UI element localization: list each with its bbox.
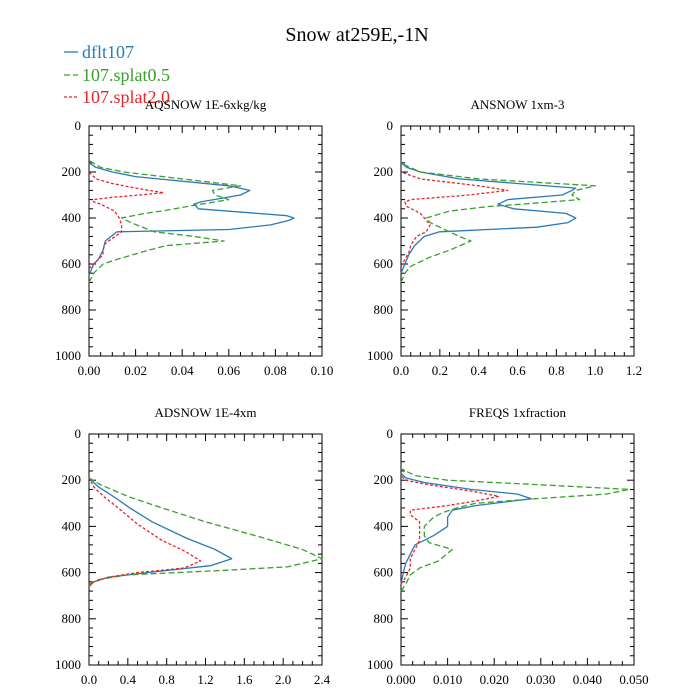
panel-title: FREQS 1xfraction <box>469 405 567 420</box>
x-tick-label: 1.0 <box>587 363 603 378</box>
panel-aqsnow: AQSNOW 1E-6xkg/kg 0.00 0.02 0.04 0.06 0.08 0.1… <box>55 97 333 378</box>
plot-frame <box>88 125 323 357</box>
legend-label: 107.splat0.5 <box>82 65 170 85</box>
legend-item-splat2-0: 107.splat2.0 <box>64 87 170 107</box>
series-line-107-splat2-0 <box>400 171 509 267</box>
panel-adsnow: ADSNOW 1E-4xm 0.0 0.4 0.8 1.2 1.6 2.0 2.4 0 200 40… <box>55 405 331 687</box>
y-tick-label: 1000 <box>55 657 81 672</box>
series-line-107-splat0-5 <box>88 159 242 283</box>
y-tick-label: 0 <box>75 118 82 133</box>
x-tick-label: 1.6 <box>236 672 253 687</box>
series-line-dflt107 <box>88 477 233 587</box>
y-tick-label: 0 <box>387 426 394 441</box>
x-tick-label: 0.8 <box>548 363 564 378</box>
x-tick-label: 0.04 <box>171 363 194 378</box>
plot-frame <box>400 125 635 357</box>
y-tick-label: 1000 <box>367 657 393 672</box>
series-line-107-splat2-0 <box>88 477 202 587</box>
x-tick-label: 2.0 <box>275 672 291 687</box>
y-tick-label: 800 <box>62 611 82 626</box>
y-tick-label: 400 <box>62 210 82 225</box>
x-tick-label: 0.6 <box>509 363 526 378</box>
legend-item-dflt107: dflt107 <box>64 42 134 62</box>
y-tick-label: 400 <box>374 210 394 225</box>
panel-title: AQSNOW 1E-6xkg/kg <box>145 97 267 112</box>
series-line-dflt107 <box>400 472 533 585</box>
y-tick-label: 200 <box>374 164 394 179</box>
panel-title: ADSNOW 1E-4xm <box>155 405 257 420</box>
y-tick-label: 600 <box>374 565 394 580</box>
y-tick-label: 400 <box>374 518 394 533</box>
x-tick-label: 0.2 <box>432 363 448 378</box>
y-tick-label: 200 <box>62 164 82 179</box>
y-tick-label: 1000 <box>55 348 81 363</box>
y-tick-label: 600 <box>62 256 82 271</box>
legend-label: 107.splat2.0 <box>82 87 170 107</box>
series-line-dflt107 <box>400 162 577 274</box>
series-line-107-splat0-5 <box>400 468 630 592</box>
plot-frame <box>88 433 323 666</box>
x-tick-label: 0.4 <box>120 672 137 687</box>
x-tick-label: 0.030 <box>526 672 555 687</box>
plot-frame <box>400 433 635 666</box>
figure-title: Snow at259E,-1N <box>285 24 428 46</box>
x-tick-label: 0.08 <box>264 363 287 378</box>
legend-label: dflt107 <box>82 42 134 62</box>
series-line-107-splat2-0 <box>88 171 165 270</box>
x-tick-label: 0.4 <box>471 363 488 378</box>
x-tick-label: 0.06 <box>217 363 240 378</box>
panel-ansnow: ANSNOW 1xm-3 0.0 0.2 0.4 0.6 0.8 1.0 1.2 0 200 400… <box>367 97 642 378</box>
x-tick-label: 0.020 <box>480 672 509 687</box>
series-line-107-splat0-5 <box>400 160 596 283</box>
y-tick-label: 600 <box>62 565 82 580</box>
x-tick-label: 0.00 <box>78 363 101 378</box>
x-tick-label: 0.000 <box>386 672 415 687</box>
y-tick-label: 600 <box>374 256 394 271</box>
x-tick-label: 0.0 <box>393 363 409 378</box>
panel-freqs: FREQS 1xfraction 0.000 0.010 0.020 0.030 0.04… <box>367 405 649 687</box>
panel-title: ANSNOW 1xm-3 <box>470 97 564 112</box>
x-tick-label: 0.010 <box>433 672 462 687</box>
y-tick-label: 200 <box>374 472 394 487</box>
x-tick-label: 0.050 <box>619 672 648 687</box>
y-tick-label: 0 <box>387 118 394 133</box>
y-tick-label: 800 <box>374 611 394 626</box>
x-tick-label: 0.8 <box>159 672 175 687</box>
x-tick-label: 2.4 <box>314 672 331 687</box>
y-tick-label: 400 <box>62 518 82 533</box>
legend-item-splat0-5: 107.splat0.5 <box>64 65 170 85</box>
x-tick-label: 0.10 <box>311 363 334 378</box>
legend: dflt107 107.splat0.5 107.splat2.0 <box>64 42 170 107</box>
y-tick-label: 1000 <box>367 348 393 363</box>
x-tick-label: 1.2 <box>626 363 642 378</box>
y-tick-label: 0 <box>75 426 82 441</box>
y-tick-label: 800 <box>62 302 82 317</box>
x-tick-label: 0.02 <box>124 363 147 378</box>
y-tick-label: 800 <box>374 302 394 317</box>
series-line-107-splat0-5 <box>88 477 323 585</box>
x-tick-label: 1.2 <box>197 672 213 687</box>
x-tick-label: 0.0 <box>81 672 97 687</box>
series-line-107-splat2-0 <box>400 475 500 585</box>
x-tick-label: 0.040 <box>573 672 602 687</box>
y-tick-label: 200 <box>62 472 82 487</box>
